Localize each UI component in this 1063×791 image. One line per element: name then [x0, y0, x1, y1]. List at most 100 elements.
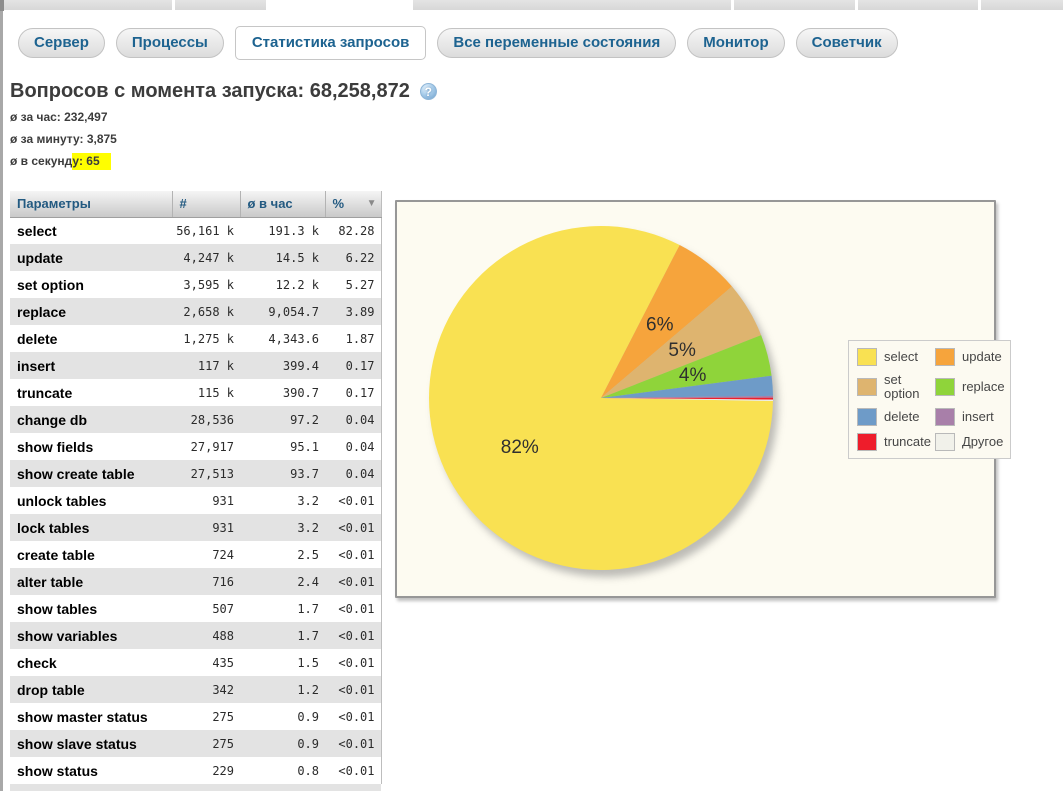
- pie-slice-insert[interactable]: [601, 395, 773, 398]
- column-header[interactable]: #: [172, 191, 241, 218]
- statement-value: 5.27: [345, 277, 375, 292]
- pie-slice-update[interactable]: [601, 245, 732, 398]
- avg-per-second: ø в секунду: 65: [10, 152, 117, 174]
- pie-slice-Другое[interactable]: [601, 398, 773, 402]
- legend-swatch[interactable]: [857, 408, 877, 426]
- statement-name: replace: [17, 303, 67, 320]
- statement-value: 1.87: [345, 331, 375, 346]
- table-row: change db 28,536 97.2 0.04: [10, 406, 381, 433]
- cropped-top-tab[interactable]: [175, 0, 266, 10]
- statement-value: 14.5 k: [275, 250, 319, 265]
- help-icon[interactable]: ?: [419, 83, 437, 100]
- statement-value: 9,054.7: [268, 304, 319, 319]
- statement-value: <0.01: [338, 547, 375, 562]
- pie-chart[interactable]: 82% 6% 5% 4%: [397, 202, 994, 596]
- pie-slice-truncate[interactable]: [601, 397, 773, 400]
- column-header[interactable]: ø в час: [240, 191, 326, 218]
- subnav-tab[interactable]: Все переменные состояния: [437, 28, 677, 58]
- status-subnav: Сервер Процессы Статистика запросов Все пер…: [18, 26, 898, 60]
- cropped-top-tab[interactable]: [734, 0, 855, 10]
- statement-value: 27,917: [190, 439, 234, 454]
- legend-swatch[interactable]: [935, 433, 955, 451]
- statement-value: 2.5: [297, 547, 319, 562]
- statement-name: show create table: [17, 465, 135, 482]
- legend-item-truncate[interactable]: truncate: [857, 433, 931, 451]
- legend-item-set-option[interactable]: set option: [857, 373, 929, 401]
- statement-value: 507: [212, 601, 234, 616]
- legend-swatch[interactable]: [857, 433, 877, 451]
- legend-swatch[interactable]: [935, 378, 955, 396]
- table-row: alter table 716 2.4 <0.01: [10, 568, 381, 595]
- statement-name: change db: [17, 411, 88, 428]
- statement-value: <0.01: [338, 763, 375, 778]
- legend-item-Другое[interactable]: Другое: [935, 433, 1005, 451]
- statement-value: 1.2: [297, 682, 319, 697]
- pie-percentage-label: 6%: [646, 315, 674, 336]
- legend-swatch[interactable]: [857, 378, 877, 396]
- table-row: show create table 27,513 93.7 0.04: [10, 460, 381, 487]
- statement-name: check: [17, 654, 57, 671]
- pie-percentage-label: 4%: [679, 365, 707, 386]
- column-header[interactable]: % ▼: [325, 191, 381, 218]
- statement-name: show slave status: [17, 735, 137, 752]
- column-header[interactable]: Параметры: [10, 191, 173, 218]
- statement-value: 229: [212, 763, 234, 778]
- statement-value: 435: [212, 655, 234, 670]
- table-row: show master status 275 0.9 <0.01: [10, 703, 381, 730]
- subnav-tab[interactable]: Сервер: [18, 28, 105, 58]
- pie-slice-replace[interactable]: [601, 335, 772, 398]
- table-row: update 4,247 k 14.5 k 6.22: [10, 244, 381, 271]
- pie-slice-set-option[interactable]: [601, 286, 762, 398]
- legend-swatch[interactable]: [935, 348, 955, 366]
- table-row: set option 3,595 k 12.2 k 5.27: [10, 271, 381, 298]
- legend-swatch[interactable]: [935, 408, 955, 426]
- cropped-top-tab[interactable]: [413, 0, 731, 10]
- table-row: show tables 507 1.7 <0.01: [10, 595, 381, 622]
- subnav-tab[interactable]: Монитор: [687, 28, 785, 58]
- statement-name: show status: [17, 762, 98, 779]
- table-row: delete 1,275 k 4,343.6 1.87: [10, 325, 381, 352]
- legend-label: delete: [884, 409, 920, 424]
- statement-value: 6.22: [345, 250, 375, 265]
- statement-name: unlock tables: [17, 492, 107, 509]
- statement-value: 3.2: [297, 520, 319, 535]
- statement-name: drop table: [17, 681, 85, 698]
- legend-label: insert: [962, 409, 994, 424]
- pie-slice-delete[interactable]: [601, 375, 773, 398]
- statement-value: 0.17: [345, 385, 375, 400]
- statement-value: 97.2: [290, 412, 319, 427]
- pie-slice-select[interactable]: [429, 226, 773, 570]
- cropped-top-tab[interactable]: [858, 0, 978, 10]
- cropped-top-tab[interactable]: [981, 0, 1063, 10]
- legend-item-delete[interactable]: delete: [857, 408, 929, 426]
- statement-value: <0.01: [338, 736, 375, 751]
- legend-item-insert[interactable]: insert: [935, 408, 1005, 426]
- legend-item-select[interactable]: select: [857, 348, 929, 366]
- query-statistics-table: Параметры # ø в час% ▼ select 56,161 k 191.3 …: [10, 191, 382, 784]
- table-row: show status 229 0.8 <0.01: [10, 757, 381, 784]
- statement-value: 3.2: [297, 493, 319, 508]
- statement-value: 95.1: [290, 439, 319, 454]
- legend-swatch[interactable]: [857, 348, 877, 366]
- table-row: unlock tables 931 3.2 <0.01: [10, 487, 381, 514]
- statement-value: <0.01: [338, 520, 375, 535]
- table-row: check 435 1.5 <0.01: [10, 649, 381, 676]
- statement-name: create table: [17, 546, 95, 563]
- sort-desc-icon[interactable]: ▼: [366, 198, 377, 210]
- statement-value: 1.7: [297, 601, 319, 616]
- statement-value: 191.3 k: [268, 223, 319, 238]
- subnav-tab[interactable]: Советчик: [795, 28, 898, 58]
- subnav-tab[interactable]: Процессы: [115, 28, 224, 58]
- query-averages: ø за час: 232,497 ø за минуту: 3,875 ø в…: [10, 108, 117, 174]
- legend-item-replace[interactable]: replace: [935, 373, 1005, 401]
- statement-value: <0.01: [338, 655, 375, 670]
- statement-value: 115 k: [197, 385, 234, 400]
- cropped-top-tab[interactable]: [4, 0, 172, 10]
- statement-value: 2,658 k: [183, 304, 234, 319]
- statement-value: 488: [212, 628, 234, 643]
- table-row: insert 117 k 399.4 0.17: [10, 352, 381, 379]
- subnav-tab[interactable]: Статистика запросов: [234, 26, 427, 60]
- legend-item-update[interactable]: update: [935, 348, 1005, 366]
- statement-value: 93.7: [290, 466, 319, 481]
- statement-value: 1,275 k: [183, 331, 234, 346]
